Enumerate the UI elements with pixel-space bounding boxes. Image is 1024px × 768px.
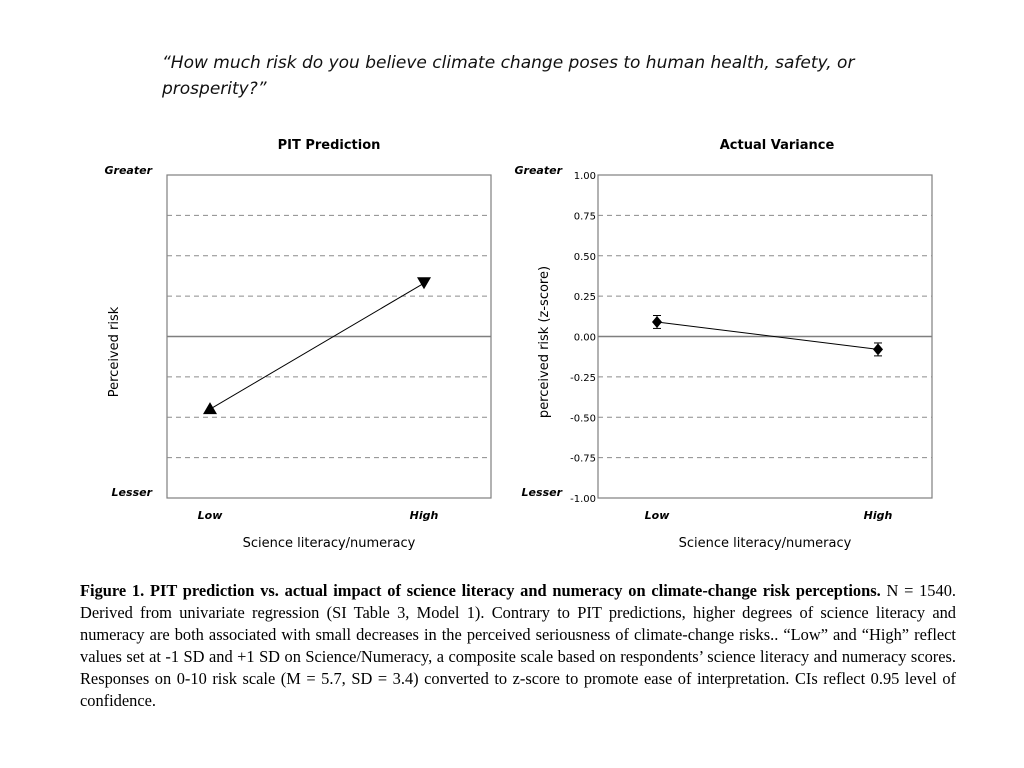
y-axis-label: perceived risk (z-score): [537, 266, 552, 418]
chart-title: PIT Prediction: [278, 138, 381, 153]
chart-title: Actual Variance: [720, 138, 835, 153]
y-bottom-label: Lesser: [522, 486, 563, 499]
chart-actual-variance: Actual Variance 1.00 0.75 0.50 0.25 0.00 -0.25…: [515, 138, 933, 551]
data-point-marker: [417, 277, 431, 290]
x-axis-label: Science literacy/numeracy: [243, 536, 416, 551]
y-tick-label: 0.75: [574, 211, 596, 222]
y-tick-label: -0.75: [570, 454, 596, 465]
x-category-label: High: [410, 509, 439, 522]
survey-question: “How much risk do you believe climate ch…: [162, 53, 855, 99]
y-tick-label: 0.25: [574, 292, 596, 303]
y-tick-label: 0.50: [574, 252, 596, 263]
y-top-label: Greater: [105, 164, 153, 177]
caption-body: N = 1540. Derived from univariate regres…: [80, 581, 956, 710]
series-line: [656, 321, 879, 350]
y-tick-label: -0.25: [570, 373, 596, 384]
y-tick-label: 0.00: [574, 333, 596, 344]
x-category-label: Low: [198, 509, 224, 522]
data-point-marker: [873, 343, 883, 356]
y-tick-label: 1.00: [574, 171, 596, 182]
y-axis-label: Perceived risk: [107, 306, 122, 397]
y-tick-label: -1.00: [570, 494, 596, 505]
caption-lead: Figure 1. PIT prediction vs. actual impa…: [80, 581, 881, 600]
y-tick-label: -0.50: [570, 413, 596, 424]
data-point-marker: [652, 315, 662, 328]
figure-caption: Figure 1. PIT prediction vs. actual impa…: [80, 580, 956, 712]
series-line: [209, 282, 425, 410]
data-point-marker: [203, 402, 217, 415]
y-top-label: Greater: [515, 164, 563, 177]
x-category-label: High: [864, 509, 893, 522]
x-axis-label: Science literacy/numeracy: [679, 536, 852, 551]
x-category-label: Low: [645, 509, 671, 522]
y-bottom-label: Lesser: [112, 486, 153, 499]
chart-pit-prediction: PIT Prediction Greater Lesser Perceived ris…: [105, 138, 492, 551]
figure-charts: PIT Prediction Greater Lesser Perceived ris…: [105, 138, 933, 551]
